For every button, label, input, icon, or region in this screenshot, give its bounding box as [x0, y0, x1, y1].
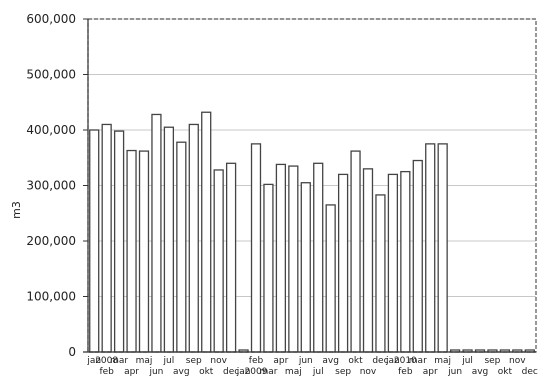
x-tick-label: feb — [249, 356, 264, 366]
x-tick-label: okt — [498, 367, 513, 377]
bar — [275, 163, 287, 353]
bar — [437, 143, 448, 353]
x-tick-label: dec — [223, 367, 239, 377]
x-tick-label: okt — [348, 356, 363, 366]
x-tick-label: maj — [434, 356, 451, 366]
x-tick-label: nov — [360, 367, 377, 377]
x-tick-label: dec — [372, 356, 388, 366]
bar — [300, 182, 311, 353]
x-tick-label: okt — [199, 367, 214, 377]
x-tick-label: sep — [335, 367, 351, 377]
bar — [89, 129, 100, 353]
bar — [113, 130, 125, 353]
bar — [138, 150, 150, 353]
y-tick-label: 400,000 — [26, 123, 76, 137]
x-tick-label: jul — [312, 367, 324, 377]
bar — [151, 113, 162, 353]
x-tick-label: nov — [210, 356, 227, 366]
y-tick-label: 200,000 — [26, 234, 76, 248]
x-tick-label: mar — [110, 356, 128, 366]
x-tick-label: 2008 — [95, 356, 118, 366]
x-tick-label: jun — [447, 367, 462, 377]
bar — [350, 150, 361, 353]
x-tick-label: avg — [472, 367, 489, 377]
x-tick-label: feb — [398, 367, 413, 377]
x-tick-label: mar — [259, 367, 277, 377]
x-tick-label: jul — [163, 356, 175, 366]
x-tick-label: feb — [99, 367, 114, 377]
x-tick-label: mar — [409, 356, 427, 366]
ticks-layer: 0 100,000 200,000 300,000 400,000 500,000 600,… — [26, 12, 538, 377]
x-tick-label: dec — [522, 367, 538, 377]
bar — [213, 169, 224, 353]
x-tick-label: maj — [136, 356, 153, 366]
x-tick-label: jul — [461, 356, 473, 366]
bar — [400, 170, 411, 353]
bar — [188, 123, 199, 353]
x-tick-label: apr — [124, 367, 139, 377]
y-axis-title: m3 — [10, 201, 23, 219]
x-tick-label: sep — [484, 356, 500, 366]
bar — [225, 162, 237, 353]
x-tick-label: 2009 — [245, 367, 268, 377]
bar — [362, 168, 374, 353]
bar — [250, 143, 262, 353]
y-tick-label: 300,000 — [26, 179, 76, 193]
bar — [163, 126, 175, 353]
bar — [375, 194, 386, 353]
x-tick-label: jun — [298, 356, 313, 366]
bar — [337, 173, 349, 353]
x-tick-label: avg — [173, 367, 190, 377]
axes-layer — [83, 18, 537, 353]
bar — [176, 141, 187, 353]
y-tick-label: 500,000 — [26, 68, 76, 82]
x-tick-label: jan — [86, 356, 101, 366]
x-tick-label: apr — [273, 356, 288, 366]
bar — [313, 162, 324, 353]
x-tick-label: apr — [423, 367, 438, 377]
x-tick-label: jan — [236, 367, 251, 377]
bar — [126, 149, 137, 353]
y-tick-label: 600,000 — [26, 12, 76, 26]
bar — [201, 111, 212, 353]
bar — [101, 123, 112, 353]
bar — [263, 183, 274, 353]
bars-layer — [89, 111, 535, 353]
bar — [412, 159, 423, 353]
bar — [325, 204, 336, 353]
x-tick-label: avg — [322, 356, 339, 366]
bar — [425, 143, 436, 353]
x-tick-label: jan — [385, 356, 400, 366]
x-tick-label: 2010 — [394, 356, 417, 366]
y-tick-label: 100,000 — [26, 290, 76, 304]
x-tick-label: nov — [509, 356, 526, 366]
x-tick-label: jun — [148, 367, 163, 377]
bar — [387, 173, 399, 353]
bar — [288, 165, 299, 353]
x-tick-label: sep — [186, 356, 202, 366]
y-tick-label: 0 — [68, 345, 76, 359]
x-tick-label: maj — [285, 367, 302, 377]
